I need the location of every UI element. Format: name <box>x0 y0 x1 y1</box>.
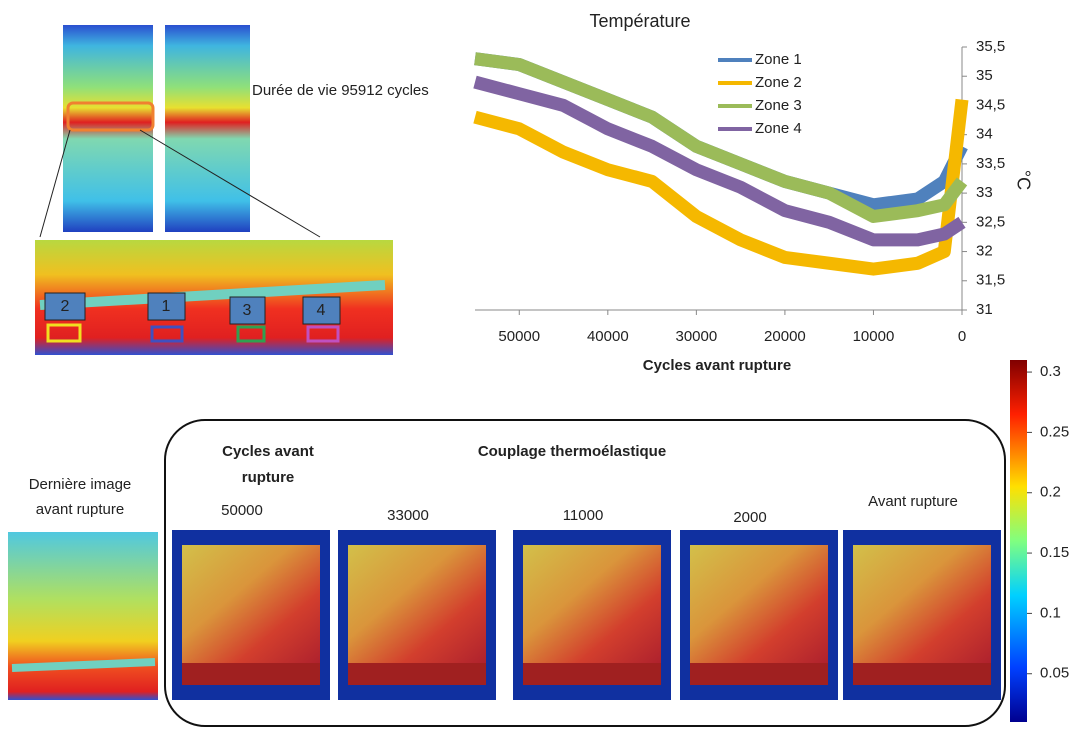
panel-label: 33000 <box>387 507 429 524</box>
x-tick-label: 20000 <box>764 328 806 345</box>
y2-tick-label: 32 <box>976 243 993 260</box>
zone-label: 4 <box>317 302 326 319</box>
panel-image <box>182 663 320 685</box>
panel-frame <box>164 419 1006 727</box>
panel-label: Avant rupture <box>868 493 958 510</box>
temperature-chart: Température Cycles avant rupture °C 5000… <box>473 11 1033 374</box>
colorbar-tick-label: 0.2 <box>1040 484 1061 501</box>
x-tick-label: 50000 <box>498 328 540 345</box>
x-tick-label: 40000 <box>587 328 629 345</box>
panel-image <box>690 663 828 685</box>
last-image-label: Dernière image <box>29 476 132 493</box>
x-axis-label: Cycles avant rupture <box>643 357 791 374</box>
zone-label: 2 <box>61 298 70 315</box>
x-tick-label: 30000 <box>676 328 718 345</box>
panel-subtitle: Couplage thermoélastique <box>478 443 666 460</box>
panel-image <box>182 545 320 663</box>
y2-tick-label: 34,5 <box>976 96 1005 113</box>
panel-title: Cycles avant <box>222 443 314 460</box>
chart-title: Température <box>589 11 690 31</box>
series-line <box>473 75 966 247</box>
panel-image <box>523 545 661 663</box>
colorbar-tick-label: 0.15 <box>1040 544 1069 561</box>
series-line <box>474 52 968 223</box>
colorbar-tick-label: 0.1 <box>1040 604 1061 621</box>
legend-label: Zone 2 <box>755 74 802 91</box>
y2-tick-label: 32,5 <box>976 213 1005 230</box>
panel-image <box>348 545 486 663</box>
panel-image <box>690 545 828 663</box>
y2-tick-label: 34 <box>976 126 993 143</box>
legend-label: Zone 1 <box>755 51 802 68</box>
zone-label: 3 <box>243 302 252 319</box>
series-line <box>473 98 969 276</box>
colorbar-tick-label: 0.25 <box>1040 423 1069 440</box>
panel-label: 2000 <box>733 509 766 526</box>
zone-label: 1 <box>162 298 171 315</box>
last-image-label: avant rupture <box>36 501 124 518</box>
tsa-panels: 50000 33000 11000 2000 Avant rupture <box>172 493 1001 700</box>
last-image <box>8 532 158 700</box>
y2-tick-label: 33,5 <box>976 155 1005 172</box>
y2-tick-label: 35 <box>976 67 993 84</box>
panel-label: 11000 <box>563 507 604 524</box>
y-axis-label: °C <box>1013 170 1033 190</box>
y2-tick-label: 31 <box>976 301 993 318</box>
zone-boxes: 2 1 3 4 <box>44 292 341 325</box>
specimen-images <box>35 25 393 355</box>
panel-image <box>348 663 486 685</box>
colorbar: 0.3 0.25 0.2 0.15 0.1 0.05 <box>1010 360 1069 722</box>
x-tick-label: 0 <box>958 328 966 345</box>
colorbar-tick-label: 0.3 <box>1040 363 1061 380</box>
panel-title: rupture <box>242 469 295 486</box>
panel-label: 50000 <box>221 502 263 519</box>
last-image <box>11 658 156 672</box>
legend-label: Zone 3 <box>755 97 802 114</box>
panel-image <box>853 663 991 685</box>
panel-image <box>523 663 661 685</box>
lifetime-label: Durée de vie 95912 cycles <box>252 82 429 99</box>
panel-image <box>853 545 991 663</box>
y2-tick-label: 31,5 <box>976 272 1005 289</box>
y2-tick-label: 33 <box>976 184 993 201</box>
colorbar-tick-label: 0.05 <box>1040 665 1069 682</box>
x-tick-label: 10000 <box>853 328 895 345</box>
y2-tick-label: 35,5 <box>976 38 1005 55</box>
legend-label: Zone 4 <box>755 120 802 137</box>
